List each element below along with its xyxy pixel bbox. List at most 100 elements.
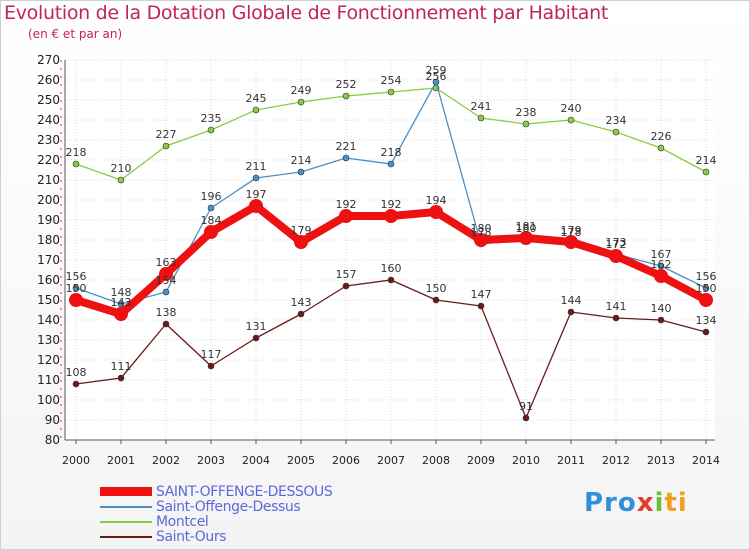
data-point: [342, 154, 350, 162]
data-label: 178: [471, 226, 492, 239]
x-tick-label: 2004: [242, 454, 270, 467]
x-tick-label: 2002: [152, 454, 180, 467]
data-point: [162, 320, 170, 328]
data-point: [162, 288, 170, 296]
data-point: [294, 235, 308, 249]
data-point: [297, 168, 305, 176]
legend-label: Saint-Offenge-Dessus: [156, 498, 301, 515]
data-label: 140: [651, 302, 672, 315]
data-label: 241: [471, 100, 492, 113]
legend-label: Saint-Ours: [156, 528, 227, 545]
y-tick-label: 90: [45, 413, 60, 427]
data-label: 156: [696, 270, 717, 283]
data-point: [252, 174, 260, 182]
data-point: [297, 310, 305, 318]
x-tick-label: 2011: [557, 454, 585, 467]
data-label: 197: [246, 188, 267, 201]
data-label: 143: [291, 296, 312, 309]
proxiti-logo: Proxiti: [584, 488, 688, 518]
y-tick-label: 190: [37, 213, 60, 227]
data-label: 192: [381, 198, 402, 211]
data-label: 192: [336, 198, 357, 211]
data-point: [297, 98, 305, 106]
data-point: [702, 284, 710, 292]
data-label: 179: [561, 224, 582, 237]
data-label: 173: [606, 236, 627, 249]
y-tick-label: 250: [37, 93, 60, 107]
data-point: [117, 176, 125, 184]
data-point: [72, 284, 80, 292]
data-point: [162, 142, 170, 150]
data-label: 150: [696, 282, 717, 295]
y-tick-label: 180: [37, 233, 60, 247]
data-point: [207, 362, 215, 370]
y-tick-label: 80: [45, 433, 60, 447]
y-tick-label: 230: [37, 133, 60, 147]
x-tick-label: 2009: [467, 454, 495, 467]
data-label: 144: [561, 294, 582, 307]
data-point: [207, 204, 215, 212]
data-point: [114, 307, 128, 321]
data-label: 134: [696, 314, 717, 327]
data-point: [477, 114, 485, 122]
data-point: [612, 128, 620, 136]
legend-item-montcel[interactable]: Montcel: [100, 514, 332, 530]
chart-subtitle: (en € et par an): [28, 27, 123, 41]
data-point: [342, 282, 350, 290]
data-label: 211: [246, 160, 267, 173]
x-tick-label: 2003: [197, 454, 225, 467]
data-point: [387, 88, 395, 96]
legend-item-saint-offenge-dessus[interactable]: Saint-Offenge-Dessus: [100, 498, 332, 515]
data-label: 163: [156, 256, 177, 269]
y-tick-label: 170: [37, 253, 60, 267]
data-label: 194: [426, 194, 447, 207]
data-point: [519, 231, 533, 245]
data-label: 252: [336, 78, 357, 91]
data-point: [252, 334, 260, 342]
legend-item-saint-offenge-dessous[interactable]: SAINT-OFFENGE-DESSOUS: [100, 484, 333, 500]
data-label: 157: [336, 268, 357, 281]
data-label: 154: [156, 274, 177, 287]
data-label: 160: [381, 262, 402, 275]
data-label: 162: [651, 258, 672, 271]
x-tick-label: 2000: [62, 454, 90, 467]
data-label: 245: [246, 92, 267, 105]
data-label: 210: [111, 162, 132, 175]
x-tick-label: 2014: [692, 454, 720, 467]
data-label: 172: [606, 238, 627, 251]
data-label: 167: [651, 248, 672, 261]
data-point: [702, 328, 710, 336]
data-point: [699, 293, 713, 307]
data-label: 240: [561, 102, 582, 115]
legend-item-saint-ours[interactable]: Saint-Ours: [100, 528, 332, 545]
data-label: 218: [66, 146, 87, 159]
y-tick-label: 100: [37, 393, 60, 407]
data-point: [387, 160, 395, 168]
data-label: 254: [381, 74, 402, 87]
data-label: 259: [426, 64, 447, 77]
data-point: [69, 293, 83, 307]
data-label: 141: [606, 300, 627, 313]
data-point: [477, 302, 485, 310]
chart-title: Evolution de la Dotation Globale de Fonc…: [4, 2, 609, 24]
data-label: 150: [66, 282, 87, 295]
data-point: [432, 296, 440, 304]
x-tick-label: 2008: [422, 454, 450, 467]
y-tick-label: 140: [37, 313, 60, 327]
data-point: [432, 78, 440, 86]
line-chart: 8090100110120130140150160170180190200210…: [37, 53, 720, 467]
data-label: 238: [516, 106, 537, 119]
data-point: [252, 106, 260, 114]
data-point: [429, 205, 443, 219]
data-label: 156: [66, 270, 87, 283]
data-label: 117: [201, 348, 222, 361]
legend-swatch: [100, 505, 152, 508]
data-point: [72, 160, 80, 168]
data-point: [564, 235, 578, 249]
data-label: 179: [291, 224, 312, 237]
legend-swatch: [100, 535, 152, 538]
y-tick-label: 240: [37, 113, 60, 127]
data-point: [339, 209, 353, 223]
data-label: 150: [426, 282, 447, 295]
data-label: 214: [291, 154, 312, 167]
